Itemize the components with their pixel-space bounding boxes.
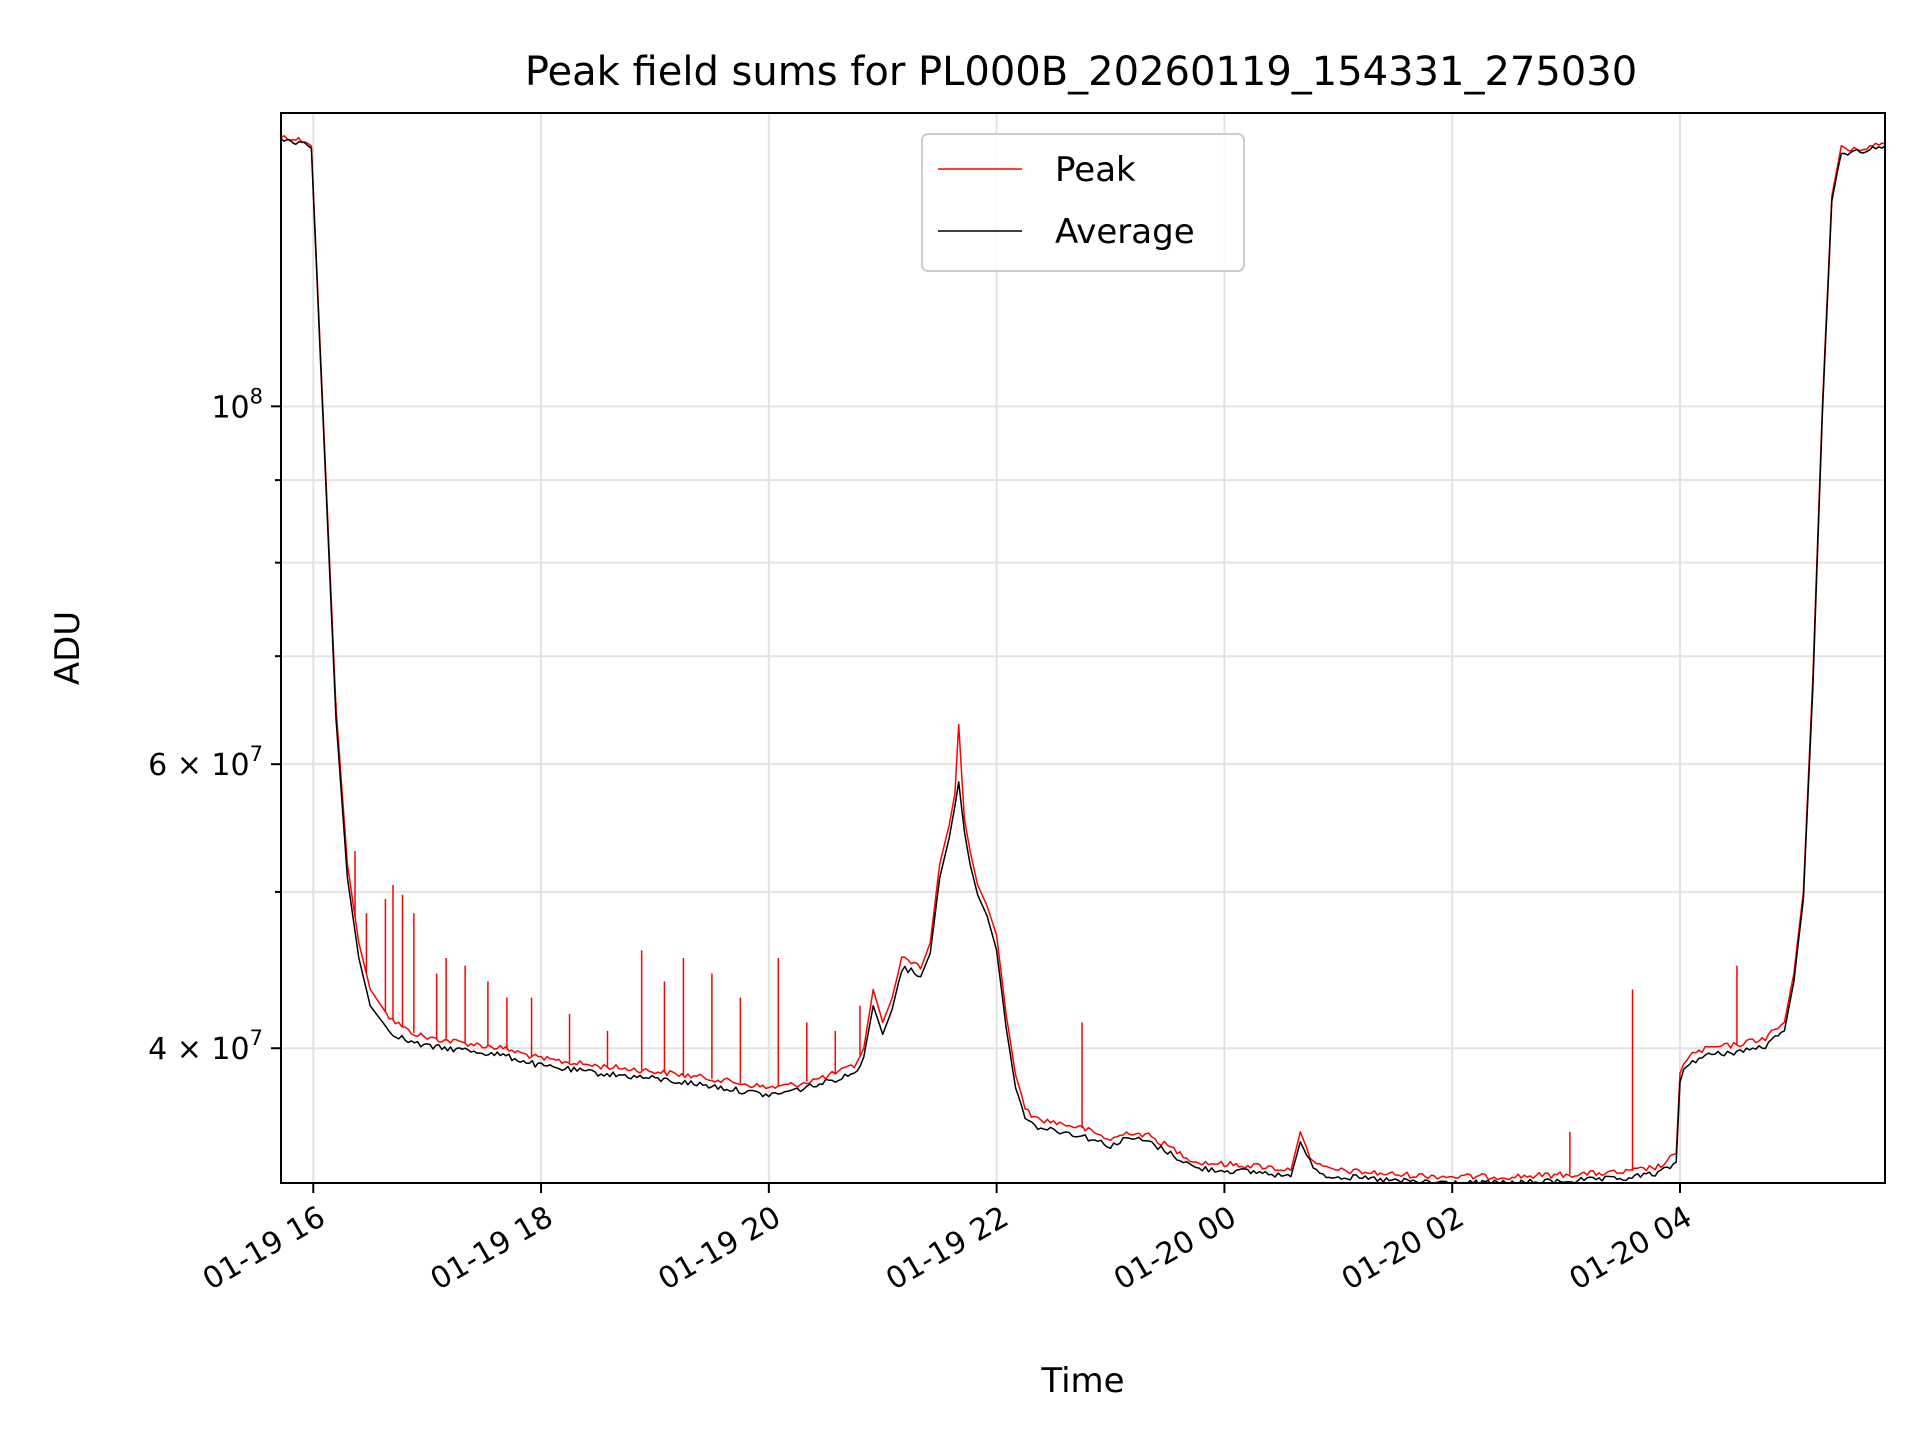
- plot-frame: [280, 112, 1886, 1184]
- legend: Peak Average: [921, 133, 1245, 272]
- grid: [281, 113, 1885, 1183]
- x-axis-label: Time: [1040, 1361, 1124, 1401]
- series-group: [281, 135, 1885, 1183]
- y-tick-label: 4 × 107: [148, 1026, 263, 1067]
- y-axis: 4 × 107 6 × 107 108: [148, 384, 281, 1067]
- legend-label-average: Average: [1055, 212, 1195, 252]
- y-tick-label: 6 × 107: [148, 742, 263, 783]
- series-line-peak: [281, 135, 1885, 1181]
- chart-title: Peak field sums for PL000B_20260119_1543…: [525, 49, 1637, 95]
- series-line-average: [281, 138, 1885, 1183]
- y-tick-label: 108: [211, 384, 263, 425]
- legend-box: [921, 133, 1245, 272]
- legend-label-peak: Peak: [1055, 150, 1136, 190]
- y-axis-label: ADU: [48, 611, 88, 685]
